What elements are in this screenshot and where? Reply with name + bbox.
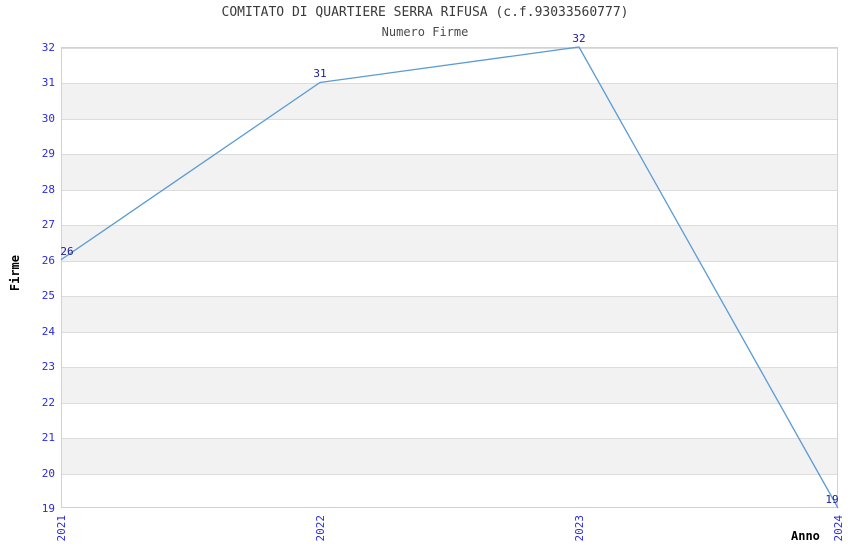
y-axis-ticks: 19 20 21 22 23 24 25 26 27 28 29 30 31 32 [0,42,55,514]
y-tick-label-31: 31 [41,76,55,90]
data-label-2021: 26 [60,244,74,258]
gridline-23 [62,367,837,369]
x-axis-ticks: 2021 2022 2023 2024 [0,515,850,555]
y-tick-label-25: 25 [41,289,55,303]
y-tick-label-26: 26 [41,253,55,267]
y-tick-label-21: 21 [41,431,55,445]
y-tick-label-27: 27 [41,218,55,232]
band-26 [62,225,837,261]
gridline-32 [62,48,837,49]
y-tick-label-23: 23 [41,360,55,374]
y-tick-label-29: 29 [41,147,55,161]
x-tick-label-2021: 2021 [55,515,68,542]
gridline-30 [62,118,837,120]
gridline-21 [62,438,837,440]
chart-title: COMITATO DI QUARTIERE SERRA RIFUSA (c.f.… [221,5,629,20]
plot-area [61,47,838,508]
gridline-27 [62,225,837,227]
gridline-31 [62,83,837,85]
y-tick-label-20: 20 [41,466,55,480]
y-tick-label-28: 28 [41,182,55,196]
data-label-2022: 31 [313,67,327,81]
gridline-24 [62,331,837,333]
gridline-29 [62,154,837,156]
band-30 [62,83,837,119]
y-tick-label-32: 32 [41,41,55,54]
band-22 [62,367,837,403]
band-28 [62,154,837,190]
x-tick-label-2022: 2022 [314,515,327,542]
gridline-20 [62,473,837,475]
x-tick-label-2023: 2023 [573,515,586,542]
chart-subtitle: Numero Firme [381,25,469,39]
gridline-28 [62,189,837,191]
data-label-2023: 32 [572,32,586,45]
y-tick-label-24: 24 [41,324,55,338]
band-20 [62,438,837,474]
gridline-25 [62,296,837,298]
gridline-26 [62,260,837,262]
gridline-22 [62,402,837,404]
y-axis-title: Firme [8,255,22,292]
y-tick-label-30: 30 [41,111,55,125]
data-label-2024: 19 [825,493,839,506]
x-axis-title: Anno [791,529,820,543]
y-tick-label-22: 22 [41,395,55,409]
band-24 [62,296,837,332]
y-tick-label-19: 19 [41,502,55,515]
x-tick-label-2024: 2024 [832,515,845,542]
